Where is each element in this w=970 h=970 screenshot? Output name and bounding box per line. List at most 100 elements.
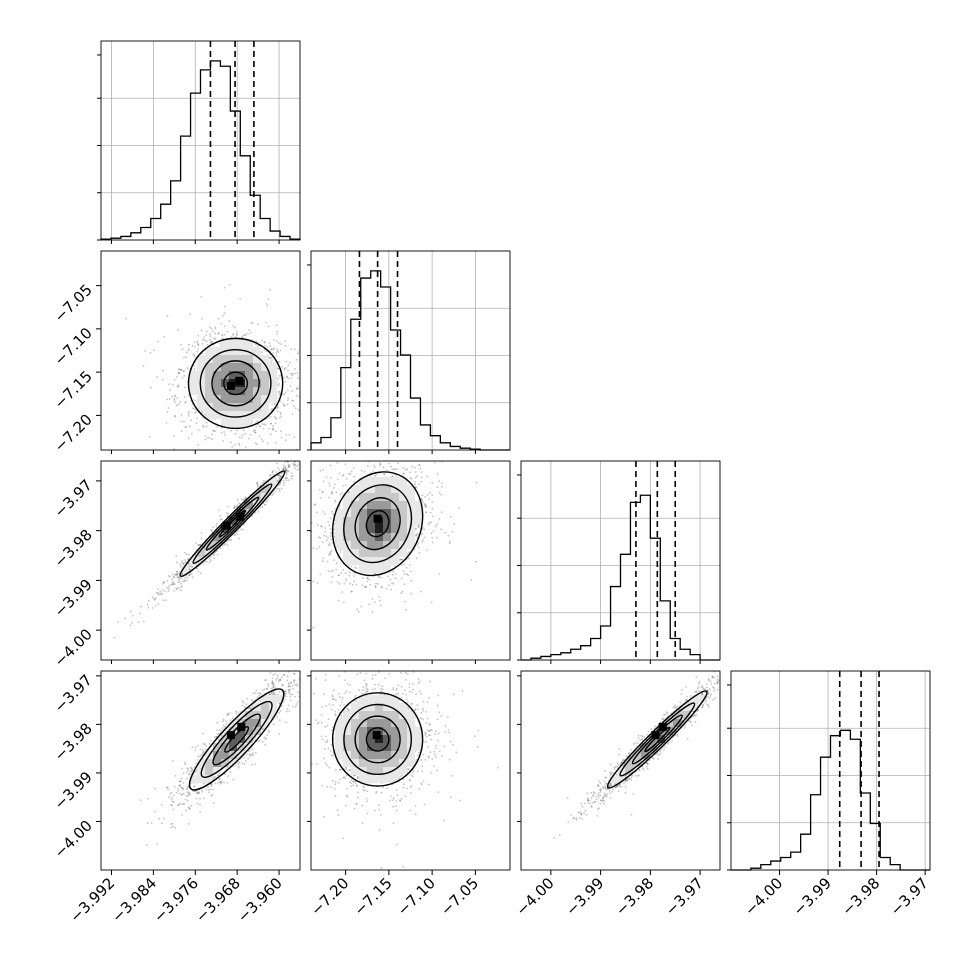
scatter-point [255,343,257,346]
scatter-point [166,579,169,582]
scatter-point [315,452,317,454]
scatter-point [173,435,176,437]
scatter-point [334,501,337,503]
scatter-point [363,471,366,473]
scatter-point [178,563,181,565]
scatter-point [278,393,281,396]
scatter-point [432,530,435,533]
scatter-point [296,465,299,468]
scatter-point [313,504,316,506]
scatter-point [425,505,428,508]
scatter-point [276,348,279,351]
scatter-point [192,353,195,356]
scatter-point [263,349,266,351]
scatter-point [237,761,240,763]
scatter-point [433,461,436,464]
scatter-point [234,533,237,536]
scatter-point [349,473,352,476]
density-cell [253,387,261,395]
density-cell [213,541,221,549]
scatter-point [427,523,430,526]
scatter-point [156,591,159,594]
density-cell [375,557,383,565]
scatter-point [234,326,236,329]
scatter-point [211,433,214,436]
scatter-point [175,573,178,576]
scatter-point [308,442,310,444]
scatter-point [317,445,319,447]
scatter-point [160,592,163,595]
scatter-point [261,482,264,484]
scatter-point [277,473,280,476]
scatter-point [157,593,160,596]
density-cell [367,533,375,541]
scatter-point [286,399,289,402]
scatter-point [185,426,187,428]
scatter-point [176,570,179,573]
scatter-point [278,390,281,393]
scatter-point [244,334,247,336]
scatter-point [280,436,283,439]
scatter-point [248,329,251,331]
scatter-point [233,506,236,508]
density-peak [222,521,231,530]
scatter-point [402,443,404,445]
scatter-point [173,785,176,788]
scatter-point [418,464,420,467]
scatter-point [415,534,417,537]
scatter-point [379,599,381,602]
scatter-point [405,608,408,611]
scatter-point [389,578,392,581]
scatter-point [338,583,341,585]
scatter-point [266,305,269,307]
scatter-point [331,549,333,552]
scatter-point [213,337,215,340]
scatter-point [191,344,194,347]
scatter-point [374,475,376,478]
scatter-point [271,471,274,474]
scatter-point [272,428,274,431]
scatter-point [301,362,303,364]
scatter-point [193,355,196,358]
scatter-point [322,469,324,471]
density-cell [399,525,407,533]
scatter-point [216,729,219,731]
density-cell [367,517,375,525]
scatter-point [189,313,192,315]
density-cell [367,509,375,517]
density-cell [367,501,375,509]
scatter-point [436,523,438,526]
scatter-point [285,479,288,482]
scatter-point [294,684,297,686]
density-cell [343,533,351,541]
density-cell [391,525,399,533]
scatter-point [286,403,289,406]
scatter-point [139,612,141,615]
scatter-point [287,397,290,400]
scatter-point [161,593,163,596]
scatter-point [279,411,282,414]
density-cell [213,347,221,355]
scatter-point [374,601,377,603]
density-cell [269,371,277,379]
density-cell [229,403,237,411]
scatter-point [178,580,181,583]
scatter-point [206,330,208,333]
scatter-point [197,335,200,337]
scatter-point [406,573,408,576]
density-cell [335,525,343,533]
scatter-point [444,531,447,534]
scatter-point [375,582,377,585]
scatter-point [277,384,280,387]
scatter-point [129,610,132,613]
density-cell [383,549,391,557]
scatter-point [307,372,309,374]
scatter-point [180,420,183,423]
scatter-point [314,455,316,457]
density-cell [197,395,205,403]
scatter-point [334,499,337,502]
scatter-point [151,596,154,599]
scatter-point [275,324,278,326]
scatter-point [429,491,431,494]
scatter-point [414,476,417,479]
